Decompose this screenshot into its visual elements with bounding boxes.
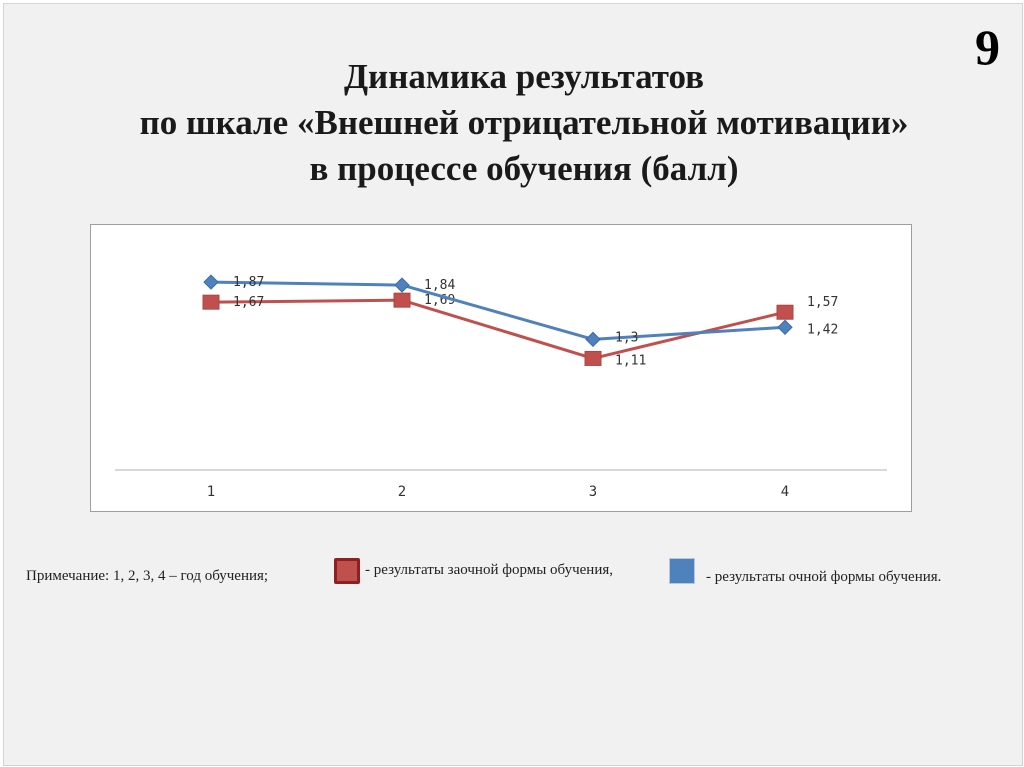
data-point-extramural — [584, 350, 602, 366]
page-title: Динамика результатов по шкале «Внешней о… — [44, 54, 1004, 192]
slide: 9 Динамика результатов по шкале «Внешней… — [3, 3, 1023, 766]
chart-area: 1 2 3 4 1,67 1,69 1,11 1,57 1,87 1,84 1,3 1,42 — [90, 224, 912, 512]
data-label-extramural: 1,57 — [807, 295, 838, 310]
data-point-extramural — [202, 294, 220, 310]
legend-label-extramural: - результаты заочной формы обучения, — [365, 562, 614, 578]
title-line-3: в процессе обучения (балл) — [309, 149, 739, 188]
legend-swatch-extramural — [334, 558, 360, 584]
data-point-fulltime — [203, 274, 219, 290]
x-tick-label: 1 — [207, 484, 215, 500]
data-label-fulltime: 1,42 — [807, 322, 838, 337]
legend-note: Примечание: 1, 2, 3, 4 – год обучения; — [26, 568, 269, 584]
data-point-extramural — [776, 304, 794, 320]
title-line-1: Динамика результатов — [343, 57, 705, 96]
data-point-fulltime — [585, 331, 601, 348]
series-line-fulltime — [210, 280, 786, 341]
data-label-extramural: 1,67 — [233, 295, 264, 310]
data-point-fulltime — [394, 277, 410, 293]
x-tick-label: 2 — [398, 484, 406, 500]
x-tick-label: 3 — [589, 484, 597, 500]
data-label-fulltime: 1,87 — [233, 275, 264, 290]
title-line-2: по шкале «Внешней отрицательной мотиваци… — [139, 103, 909, 142]
legend-swatch-fulltime — [669, 558, 695, 584]
page-number: 9 — [975, 19, 1000, 75]
data-label-fulltime: 1,84 — [424, 278, 455, 293]
data-point-extramural — [393, 292, 411, 308]
legend-label-fulltime: - результаты очной формы обучения. — [706, 569, 942, 585]
series-line-extramural — [210, 298, 786, 360]
line-chart: 1 2 3 41,67 1,691,111,571,87 1,841,31,42 — [115, 274, 887, 500]
data-point-fulltime — [777, 319, 793, 335]
x-tick-label: 4 — [781, 484, 789, 500]
data-label-fulltime: 1,3 — [615, 330, 638, 345]
legend: Примечание: 1, 2, 3, 4 – год обучения; -… — [26, 556, 1016, 596]
data-label-extramural: 1,11 — [615, 353, 646, 368]
